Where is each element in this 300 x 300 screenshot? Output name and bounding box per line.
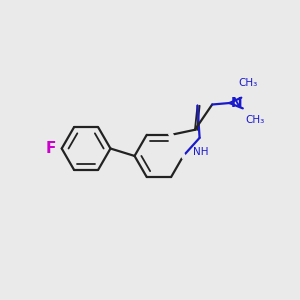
Text: F: F [46, 141, 56, 156]
Text: CH₃: CH₃ [238, 78, 258, 88]
Text: CH₃: CH₃ [246, 115, 265, 125]
Text: N: N [231, 96, 243, 110]
Text: NH: NH [193, 147, 209, 157]
